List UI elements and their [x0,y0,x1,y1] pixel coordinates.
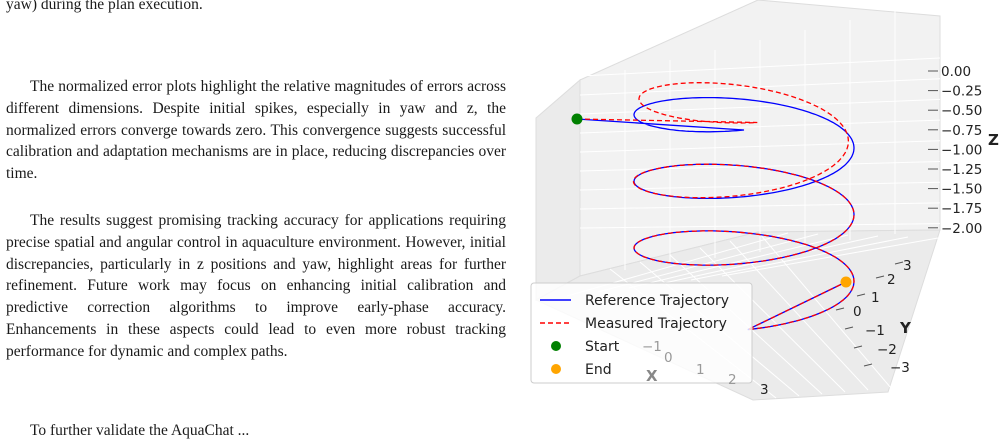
z-tick-label: −0.25 [941,84,982,100]
z-tick-label: −1.00 [941,142,982,158]
z-tick-label: 0.00 [941,64,971,80]
legend-end-swatch [551,364,561,374]
grid-line [597,233,819,293]
legend-start-label: Start [585,339,620,355]
text-column: yaw) during the plan execution. The norm… [6,0,506,439]
y-tick-label: −1 [865,323,885,339]
y-tick-label: 1 [871,290,880,306]
grid-line [628,234,849,289]
y-tick-mark [856,293,866,297]
grid-line [721,237,939,277]
trajectory-figure: Z Y 0.00 −0.25 −0.50 −0.75 −1.00 −1.25 −1.50 −1… [508,0,999,442]
end-marker [840,276,852,288]
y-tick-mark [894,261,904,265]
x-tick-label: 1 [696,362,705,378]
grid-line [699,247,846,393]
trajectory-3d-plot: Z Y 0.00 −0.25 −0.50 −0.75 −1.00 −1.25 −1.50 −1… [530,0,999,401]
legend-start-swatch [551,341,561,351]
z-tick-label: −2.00 [941,221,982,237]
x-tick-label: −1 [642,339,662,355]
z-axis-ticks: 0.00 −0.25 −0.50 −0.75 −1.00 −1.25 −1.50 −1.75 −… [928,64,982,237]
y-tick-label: 0 [853,304,862,320]
legend-box [530,282,753,384]
y-tick-mark [844,326,854,330]
y-tick-mark [835,307,845,311]
legend-reference-label: Reference Trajectory [585,293,729,309]
legend: Reference Trajectory Measured Trajectory… [530,282,753,384]
z-tick-label: −1.75 [941,201,982,217]
trajectories [571,82,855,331]
z-tick-label: −0.75 [941,123,982,139]
y-tick-mark [853,345,863,349]
y-tick-label: −3 [890,360,910,376]
legend-end-label: End [585,362,612,378]
x-tick-label: 3 [760,382,769,398]
y-tick-mark [875,275,885,279]
z-tick-label: −0.50 [941,103,982,119]
y-axis-label: Y [899,319,912,337]
z-axis-label: Z [988,131,999,149]
x-tick-label: 0 [664,350,673,366]
x-axis-label: X [646,367,658,385]
legend-measured-label: Measured Trajectory [585,316,727,332]
z-tick-label: −1.50 [941,182,982,198]
x-tick-label: 2 [728,372,737,388]
z-tick-label: −1.25 [941,162,982,178]
y-tick-label: −2 [877,342,897,358]
measured-trajectory-line [576,82,855,331]
y-tick-label: 3 [903,258,912,274]
grid-line [690,236,909,281]
y-tick-mark [863,363,873,367]
start-marker [571,113,583,125]
x-axis-ticks: −10 1 2 [642,339,737,388]
y-tick-label: 2 [887,272,896,288]
paragraph-validation-fragment: To further validate the AquaChat ... [30,422,250,439]
left-pane [535,78,581,301]
grid-line [729,240,869,391]
paragraph-normalized-errors: The normalized error plots highlight the… [6,78,506,183]
figure-caption-fragment: yaw) during the plan execution. [6,0,203,13]
paragraph-results: The results suggest promising tracking a… [6,212,506,360]
